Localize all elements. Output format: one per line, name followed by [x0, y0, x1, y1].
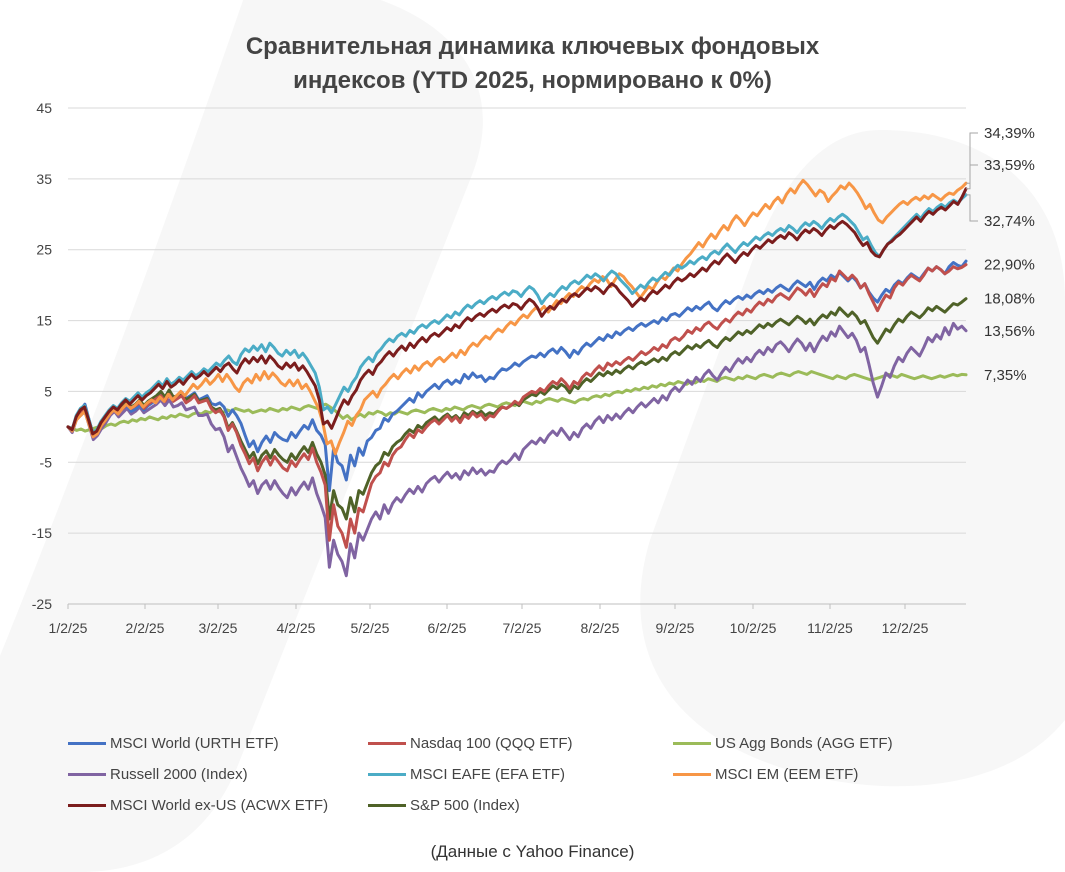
- y-tick-label: 15: [36, 313, 52, 329]
- series-line: [66, 187, 968, 436]
- legend-label: MSCI World (URTH ETF): [110, 734, 279, 752]
- end-value-label: 22,90%: [984, 257, 1035, 274]
- end-value-label: 32,74%: [984, 213, 1035, 230]
- y-tick-label: -15: [32, 525, 52, 541]
- legend: MSCI World (URTH ETF) Nasdaq 100 (QQQ ETF…: [68, 732, 1028, 816]
- chart-title-line-2: индексов (YTD 2025, нормировано к 0%): [293, 67, 772, 94]
- end-value-label: 33,59%: [984, 157, 1035, 174]
- legend-item: Nasdaq 100 (QQQ ETF): [368, 732, 673, 754]
- end-value-label: 7,35%: [984, 367, 1027, 384]
- legend-label: MSCI EAFE (EFA ETF): [410, 765, 566, 783]
- series-line: [66, 321, 968, 578]
- x-tick-label: 8/2/25: [581, 620, 620, 636]
- series-line: [66, 263, 968, 549]
- legend-item: MSCI EM (EEM ETF): [673, 763, 973, 785]
- legend-item: US Agg Bonds (AGG ETF): [673, 732, 973, 754]
- y-tick-label: 35: [36, 171, 52, 187]
- x-tick-label: 12/2/25: [882, 620, 929, 636]
- leader-line: [966, 132, 978, 184]
- end-value-label: 13,56%: [984, 323, 1035, 340]
- x-tick-label: 10/2/25: [730, 620, 777, 636]
- source-note: (Данные с Yahoo Finance): [430, 842, 635, 861]
- y-tick-label: 25: [36, 242, 52, 258]
- x-tick-label: 11/2/25: [807, 620, 853, 636]
- legend-item: MSCI World ex-US (ACWX ETF): [68, 794, 368, 816]
- chart-title-line-1: Сравнительная динамика ключевых фондовых: [245, 33, 820, 60]
- x-tick-label: 2/2/25: [126, 620, 165, 636]
- legend-swatch: [368, 772, 406, 776]
- x-tick-label: 1/2/25: [49, 620, 88, 636]
- legend-label: S&P 500 (Index): [410, 796, 520, 814]
- series-lines: [66, 178, 968, 578]
- y-tick-label: 5: [44, 383, 52, 399]
- legend-swatch: [68, 772, 106, 776]
- legend-label: Nasdaq 100 (QQQ ETF): [410, 734, 573, 752]
- legend-swatch: [368, 803, 406, 807]
- legend-item: MSCI World (URTH ETF): [68, 732, 368, 754]
- series-line: [66, 193, 968, 434]
- legend-swatch: [68, 803, 106, 807]
- y-axis: 45 35 25 15 5 -5 -15 -25: [32, 100, 52, 612]
- legend-label: MSCI World ex-US (ACWX ETF): [110, 796, 329, 814]
- legend-item: S&P 500 (Index): [368, 794, 673, 816]
- x-tick-label: 6/2/25: [428, 620, 467, 636]
- leader-line: [966, 194, 978, 222]
- y-tick-label: 45: [36, 100, 52, 116]
- y-tick-label: -5: [40, 454, 53, 470]
- end-value-label: 18,08%: [984, 291, 1035, 308]
- end-labels: 22,90% 7,35% 13,56% 32,74% 34,39% 33,59% 18,08…: [966, 125, 1035, 384]
- x-tick-label: 4/2/25: [277, 620, 316, 636]
- legend-label: MSCI EM (EEM ETF): [715, 765, 859, 783]
- series-line: [66, 259, 968, 493]
- x-tick-label: 5/2/25: [351, 620, 390, 636]
- leader-line: [966, 164, 978, 190]
- y-tick-label: -25: [32, 596, 52, 612]
- legend-swatch: [368, 741, 406, 745]
- legend-item: Russell 2000 (Index): [68, 763, 368, 785]
- legend-swatch: [673, 772, 711, 776]
- end-value-label: 34,39%: [984, 125, 1035, 142]
- legend-swatch: [68, 741, 106, 745]
- legend-label: Russell 2000 (Index): [110, 765, 248, 783]
- legend-swatch: [673, 741, 711, 745]
- x-tick-label: 9/2/25: [656, 620, 695, 636]
- x-tick-label: 3/2/25: [199, 620, 238, 636]
- x-axis: 1/2/25 2/2/25 3/2/25 4/2/25 5/2/25 6/2/25 7/2/…: [49, 604, 929, 636]
- x-tick-label: 7/2/25: [503, 620, 542, 636]
- legend-label: US Agg Bonds (AGG ETF): [715, 734, 893, 752]
- gridlines: [68, 107, 966, 605]
- legend-item: MSCI EAFE (EFA ETF): [368, 763, 673, 785]
- series-line: [66, 178, 968, 456]
